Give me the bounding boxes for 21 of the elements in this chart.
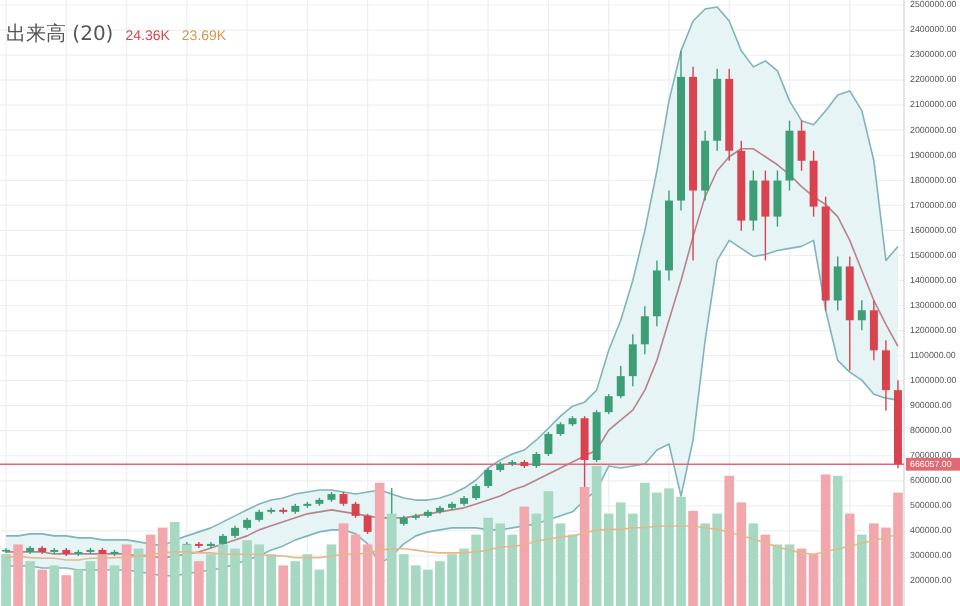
chart-title: 出来高 (20) xyxy=(6,22,114,46)
bar xyxy=(519,506,530,606)
bar xyxy=(194,561,204,606)
bar xyxy=(37,569,48,606)
bar xyxy=(13,544,23,606)
bar xyxy=(61,575,72,606)
line-series xyxy=(5,147,899,559)
bar xyxy=(133,548,144,606)
bar xyxy=(844,513,855,606)
bar xyxy=(121,544,132,606)
bar xyxy=(278,565,289,606)
bar xyxy=(832,475,843,606)
bar xyxy=(25,561,35,606)
bar xyxy=(1,554,11,606)
bar xyxy=(856,534,867,606)
bar xyxy=(688,510,698,606)
bar xyxy=(760,534,771,606)
bar xyxy=(579,487,590,606)
bar xyxy=(748,523,759,606)
bar xyxy=(109,565,120,606)
bar xyxy=(49,565,60,606)
